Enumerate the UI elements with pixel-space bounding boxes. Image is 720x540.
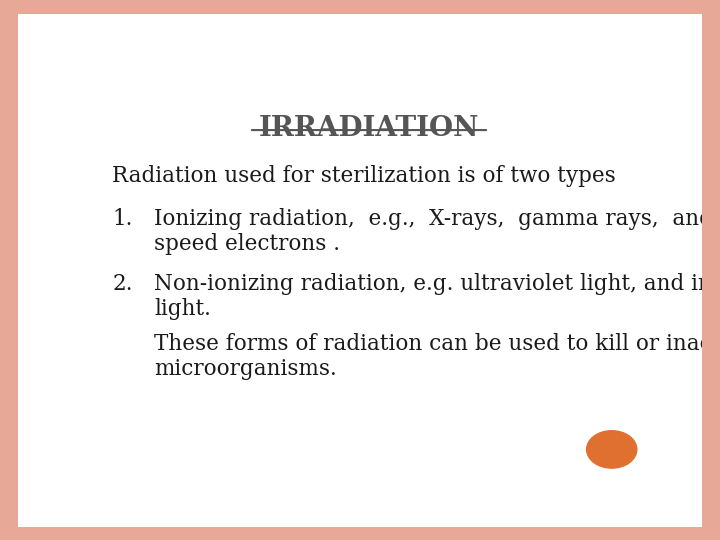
Circle shape bbox=[587, 431, 637, 468]
Text: 1.: 1. bbox=[112, 208, 132, 230]
Text: Ionizing radiation,  e.g.,  X-rays,  gamma rays,  and high: Ionizing radiation, e.g., X-rays, gamma … bbox=[154, 208, 720, 230]
Text: speed electrons .: speed electrons . bbox=[154, 233, 340, 255]
Text: microorganisms.: microorganisms. bbox=[154, 358, 337, 380]
Text: These forms of radiation can be used to kill or inactivate: These forms of radiation can be used to … bbox=[154, 333, 720, 355]
Text: Non-ionizing radiation, e.g. ultraviolet light, and infrared: Non-ionizing radiation, e.g. ultraviolet… bbox=[154, 273, 720, 295]
Text: light.: light. bbox=[154, 298, 211, 320]
Text: IRRADIATION: IRRADIATION bbox=[258, 114, 480, 141]
Text: 2.: 2. bbox=[112, 273, 132, 295]
Text: Radiation used for sterilization is of two types: Radiation used for sterilization is of t… bbox=[112, 165, 616, 187]
